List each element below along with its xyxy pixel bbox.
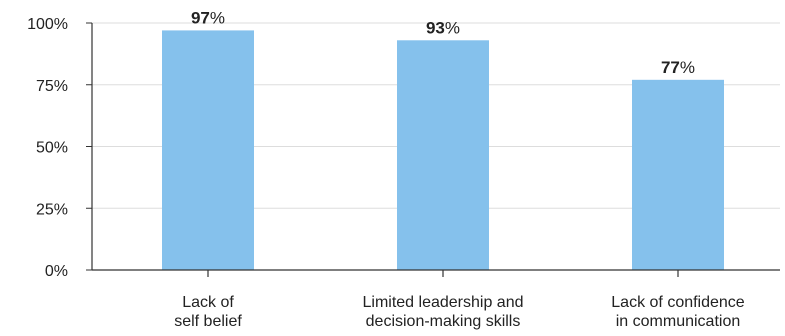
x-category-label: Limited leadership and decision-making sk… xyxy=(363,294,524,330)
bars xyxy=(162,30,724,270)
data-label: 97% xyxy=(191,8,225,27)
y-axis-ticks: 0% 25% 50% 75% 100% xyxy=(27,16,92,280)
axes xyxy=(91,23,780,277)
bar xyxy=(162,30,254,270)
data-labels: 97% 93% 77% xyxy=(191,8,695,76)
y-tick-label: 25% xyxy=(36,201,68,218)
bar xyxy=(632,79,724,270)
y-tick-label: 100% xyxy=(27,16,68,33)
x-category-label: Lack of self belief xyxy=(174,294,242,330)
y-tick-label: 0% xyxy=(45,263,68,280)
y-tick-label: 50% xyxy=(36,140,68,157)
y-tick-label: 75% xyxy=(36,78,68,95)
data-label: 77% xyxy=(661,58,695,77)
x-category-label: Lack of confidence in communication xyxy=(611,294,745,330)
bar xyxy=(397,40,489,270)
data-label: 93% xyxy=(426,18,460,37)
x-axis-category-labels: Lack of self belief Limited leadership and… xyxy=(174,294,745,330)
